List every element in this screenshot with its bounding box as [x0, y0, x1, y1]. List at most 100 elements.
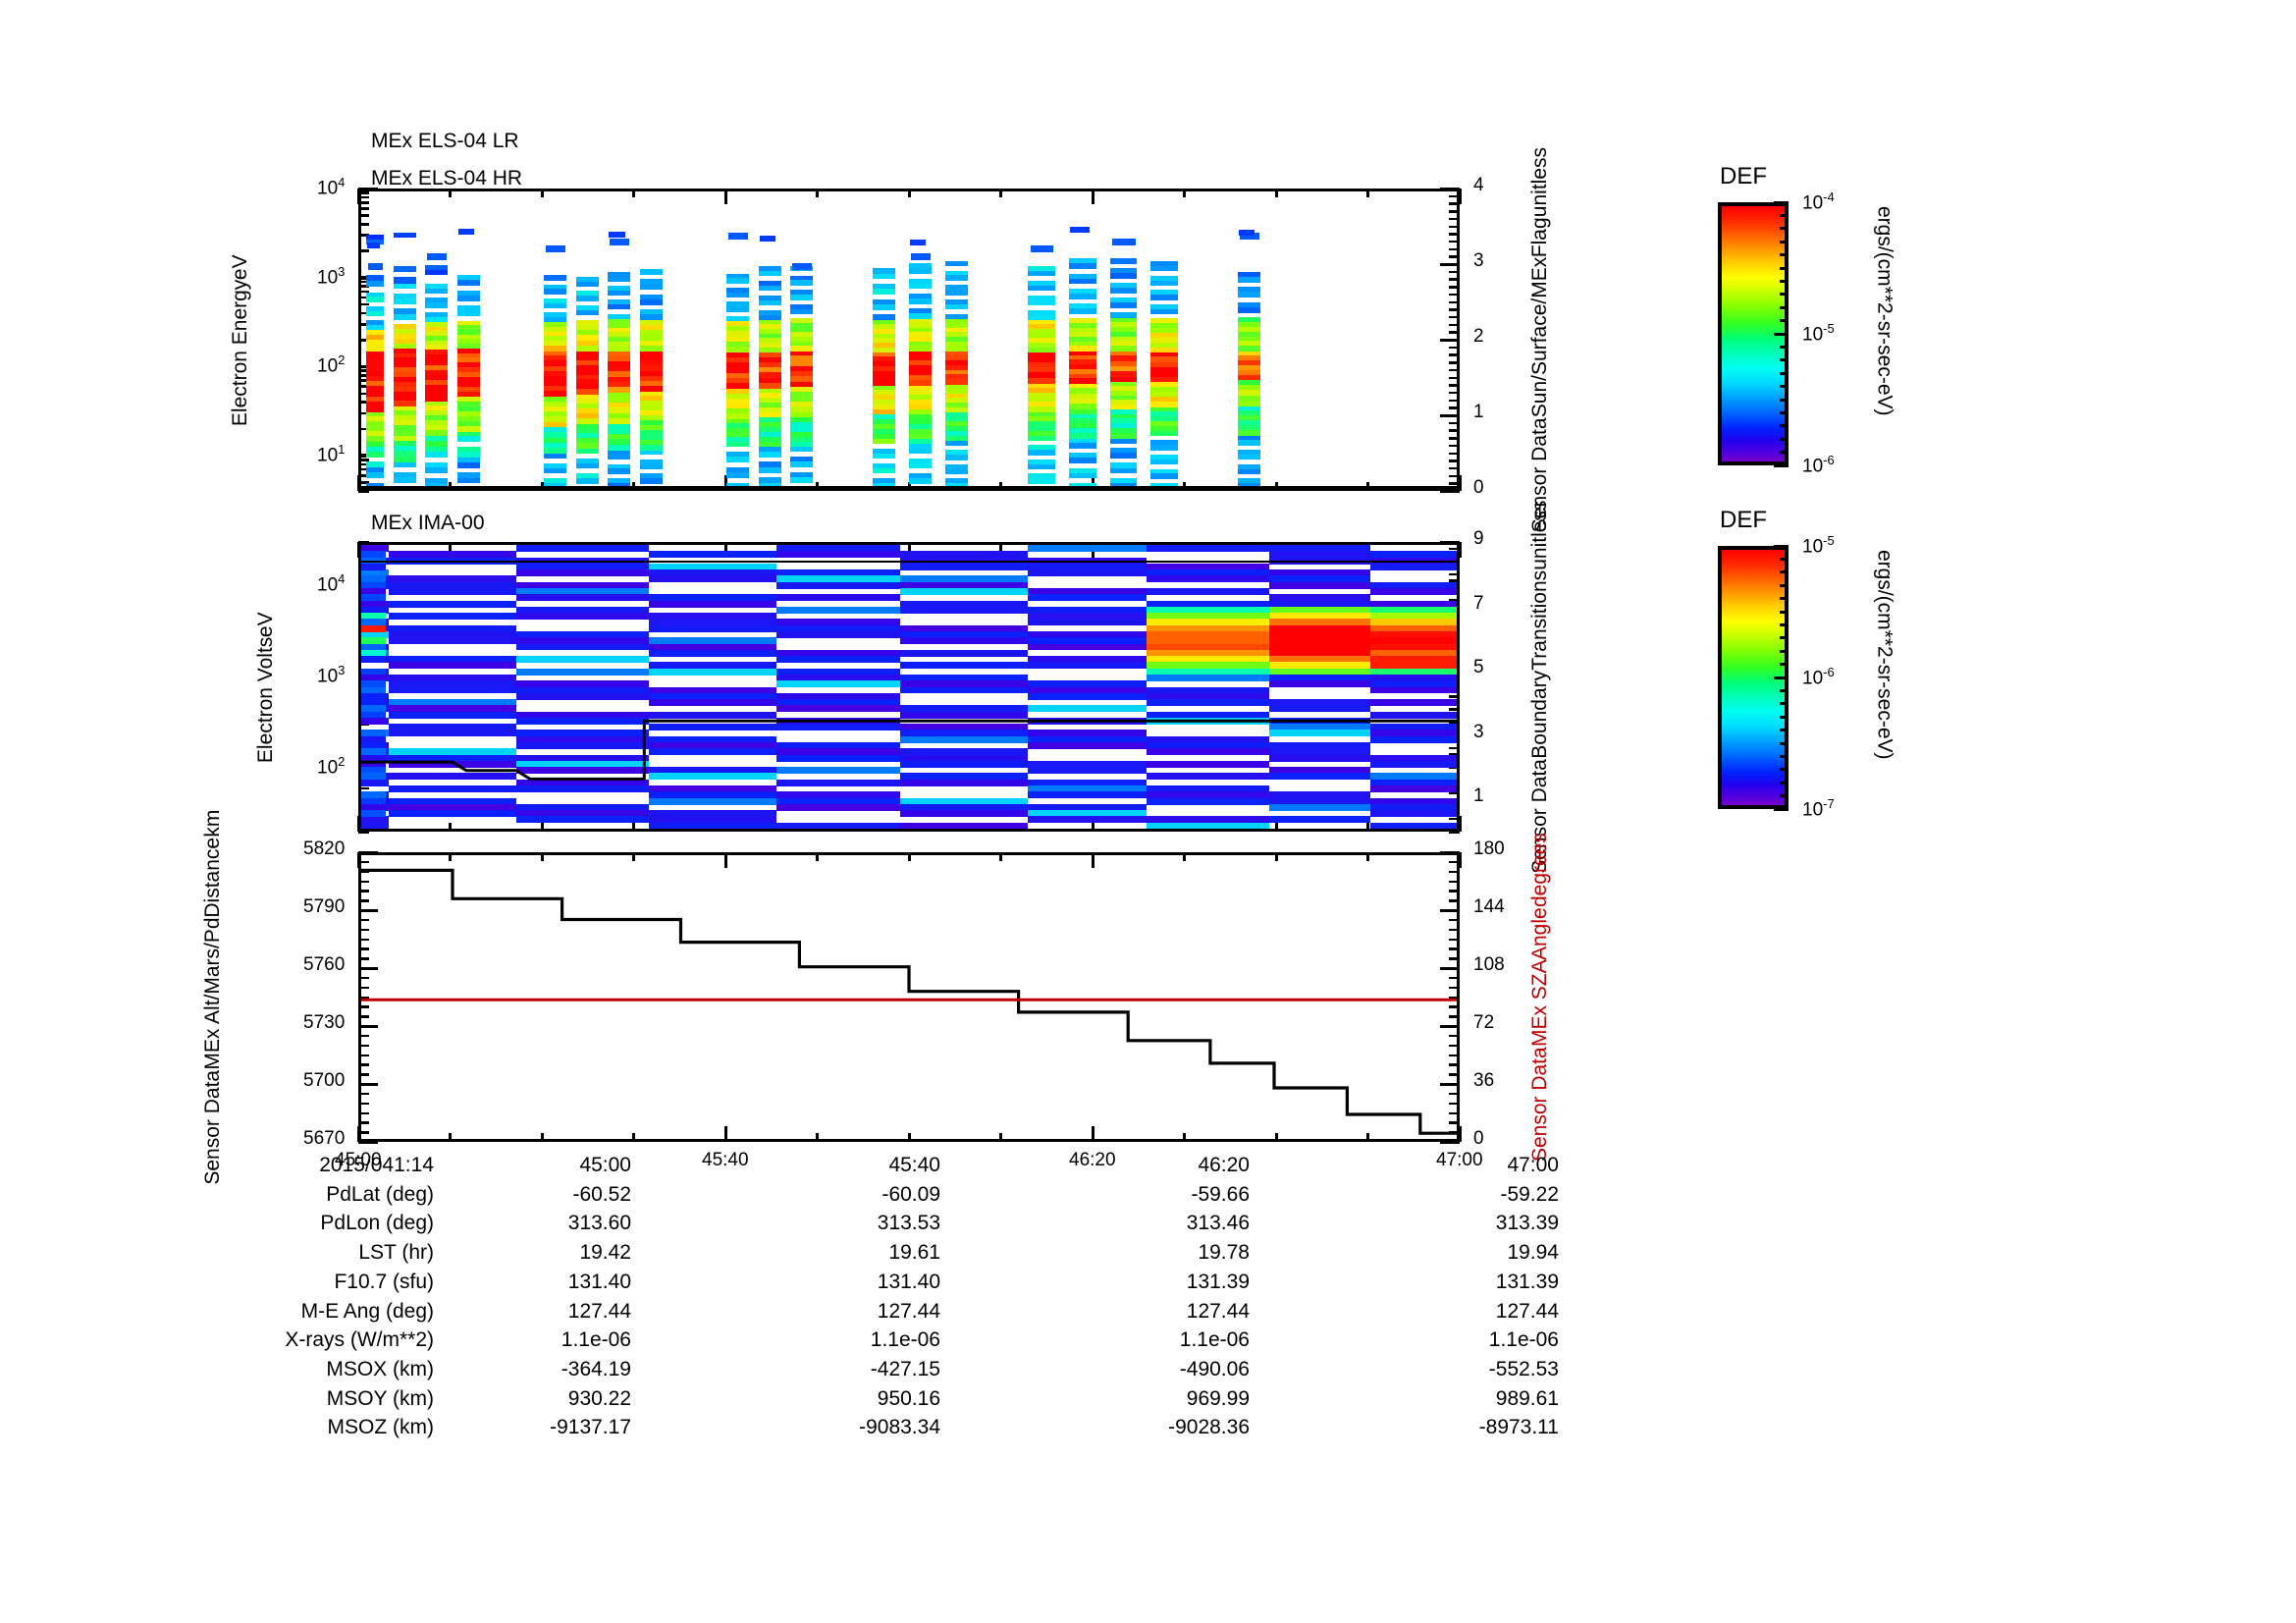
spectrogram-cell: [639, 385, 663, 392]
spectrogram-cell: [456, 461, 480, 468]
spectrogram-cell: [393, 338, 416, 345]
spectrogram-cell: [1027, 377, 1055, 384]
spectrogram-cell: [361, 810, 386, 818]
x-major-tick: [1183, 852, 1186, 861]
spectrogram-cell: [1027, 569, 1147, 577]
spectrogram-cell: [1146, 619, 1270, 626]
alt-tick-5760: 5760: [303, 954, 346, 975]
spectrogram-cell: [1237, 306, 1261, 313]
spectrogram-cell: [1369, 587, 1457, 595]
spectrogram-cell: [872, 328, 896, 335]
spectrogram-cell: [1027, 473, 1055, 479]
spectrogram-cell: [1027, 338, 1055, 344]
spectrogram-cell: [726, 427, 750, 434]
spectrogram-cell: [365, 482, 385, 488]
spectrogram-cell: [544, 317, 567, 323]
spectrogram-cell: [639, 319, 663, 326]
spectrogram-cell: [872, 338, 896, 344]
spectrogram-cell: [1027, 356, 1055, 363]
spectrogram-cell: [1109, 408, 1138, 415]
x-major-tick: [540, 852, 544, 861]
els-right-minor-tick: [1449, 255, 1460, 258]
spectrogram-cell: [726, 352, 750, 358]
spectrogram-cell: [393, 406, 416, 411]
els-right-minor-tick: [1449, 444, 1460, 448]
spectrogram-cell: [1237, 331, 1261, 338]
spectrogram-cell: [872, 453, 896, 460]
spectrogram-cell: [516, 730, 649, 737]
spectrogram-cell: [758, 309, 781, 316]
minor-tick: [358, 401, 369, 404]
x-tick: [1274, 823, 1278, 832]
spectrogram-cell: [1027, 367, 1055, 374]
spectrogram-cell: [365, 391, 385, 398]
spectrogram-cell: [425, 302, 449, 308]
table-cell: 19.61: [888, 1241, 940, 1265]
table-cell: 131.40: [567, 1270, 631, 1293]
spectrogram-cell: [945, 430, 969, 437]
spectrogram-cell: [1369, 606, 1457, 614]
spectrogram-cell: [909, 365, 933, 371]
cb2-tick: [1780, 636, 1789, 640]
table-spacer: [940, 1413, 1068, 1442]
minor-tick: [358, 369, 369, 372]
spectrogram-cell: [1109, 437, 1138, 444]
table-spacer: [631, 1413, 759, 1442]
sza-minor-tick: [1449, 947, 1460, 950]
spectrogram-cell: [1068, 382, 1096, 389]
ima-right-minor-tick: [1449, 541, 1460, 544]
spectrogram-cell: [608, 346, 631, 352]
spectrogram-cell: [388, 613, 517, 621]
spectrogram-cell: [790, 472, 814, 478]
spectrogram-cell: [388, 773, 517, 781]
spectrogram-cell: [790, 351, 814, 356]
spectrogram-cell: [1068, 404, 1096, 410]
minor-tick: [358, 207, 369, 210]
spectrogram-cell: [1269, 643, 1370, 651]
spectrogram-cell: [425, 326, 449, 332]
spectrogram-cell: [456, 367, 480, 373]
spectrogram-cell: [1109, 336, 1138, 343]
table-cell: -9083.34: [859, 1416, 940, 1439]
colorbar-ima-title: DEF: [1720, 507, 1767, 533]
els-right-minor-tick: [1449, 361, 1460, 364]
spectrogram-cell: [639, 279, 663, 285]
alt-minor-tick: [358, 976, 369, 980]
x-tick: [1091, 1126, 1095, 1142]
alt-minor-tick: [358, 909, 369, 912]
spectrogram-cell: [872, 352, 896, 357]
spectrogram-cell: [945, 341, 969, 348]
spectrogram-cell: [456, 446, 480, 453]
spectrogram-cell: [608, 423, 631, 430]
els-right-minor-tick: [1449, 452, 1460, 455]
spectrogram-cell: [909, 341, 933, 348]
spectrogram-cell: [776, 630, 900, 638]
axis-label-line: Electron Volts: [254, 636, 277, 763]
spectrogram-cell: [909, 283, 933, 290]
table-row-label: 2015/041:14: [319, 1154, 434, 1176]
x-tick: [907, 1133, 911, 1142]
spectrogram-cell: [365, 355, 385, 362]
spectrogram-cell: [425, 467, 449, 473]
spectrogram-cell: [1068, 423, 1096, 429]
spectrogram-cell: [872, 462, 896, 469]
spectrogram-cell: [899, 760, 1028, 768]
spectrogram-cell: [1068, 418, 1096, 424]
spectrogram-cell: [544, 467, 567, 474]
cb2-tick: [1780, 622, 1789, 626]
spectrogram-cell: [388, 724, 517, 731]
els-right-minor-tick: [1449, 293, 1460, 297]
cb2-tick: [1780, 741, 1789, 745]
spectrogram-cell: [1068, 443, 1096, 449]
spectrogram-cell: [1369, 563, 1457, 570]
ima-right-minor-tick: [1449, 817, 1460, 821]
x-tick: [540, 823, 544, 832]
spectrogram-cell: [726, 347, 750, 352]
spectrogram-cell: [790, 346, 814, 352]
spectrogram-cell: [899, 600, 1028, 608]
spectrogram-cell: [393, 357, 416, 363]
spectrogram-cell: [575, 413, 599, 419]
cb1-tick: [1780, 279, 1789, 283]
spectrogram-cell: [1112, 239, 1137, 246]
sza-minor-tick: [1449, 976, 1460, 980]
